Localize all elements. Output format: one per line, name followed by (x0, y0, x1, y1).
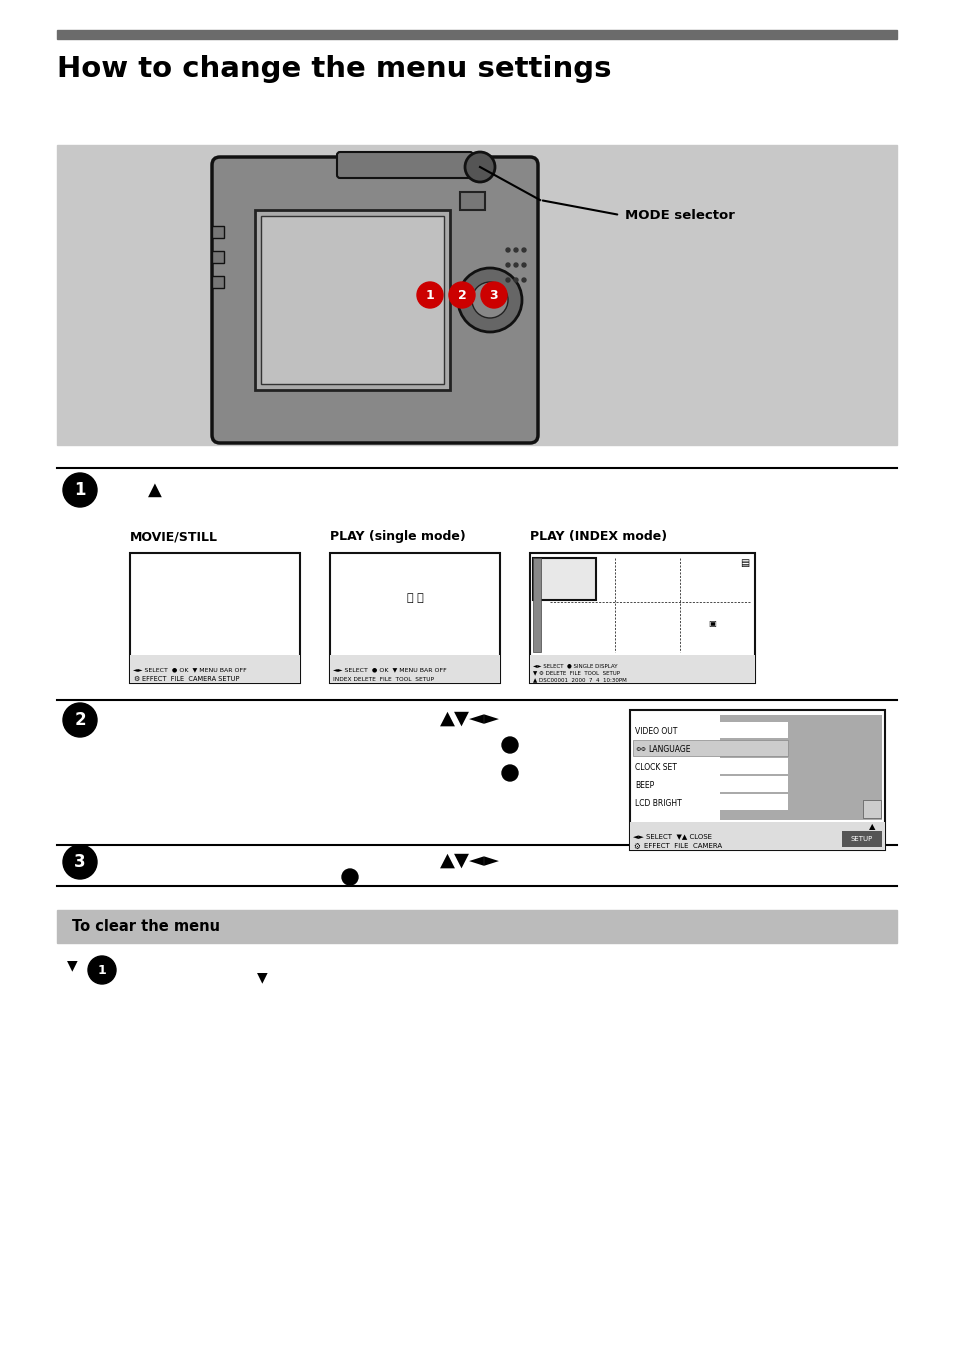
Bar (533, 558, 540, 651)
Text: ⚙⚙: ⚙⚙ (635, 746, 645, 752)
Bar (330, 655, 499, 683)
Text: ◄► SELECT  ▼▲ CLOSE: ◄► SELECT ▼▲ CLOSE (633, 833, 711, 839)
Text: ⚙: ⚙ (132, 676, 139, 683)
Text: CLOCK SET: CLOCK SET (635, 763, 677, 772)
Bar (261, 216, 443, 384)
Bar (130, 554, 299, 683)
Circle shape (63, 845, 97, 879)
Text: ◄► SELECT  ● SINGLE DISPLAY: ◄► SELECT ● SINGLE DISPLAY (533, 664, 617, 669)
Text: ▤: ▤ (740, 558, 748, 569)
Text: LCD BRIGHT: LCD BRIGHT (635, 798, 681, 807)
Text: ▼: ▼ (67, 958, 77, 972)
Text: ▼: ▼ (256, 970, 268, 984)
Bar (633, 776, 787, 792)
Circle shape (514, 263, 517, 267)
Text: ▲: ▲ (868, 822, 874, 832)
Text: EFFECT  FILE  CAMERA: EFFECT FILE CAMERA (643, 843, 721, 849)
Text: 2: 2 (457, 289, 466, 301)
Text: 1: 1 (97, 963, 107, 977)
Text: ⏮ ⏭: ⏮ ⏭ (406, 593, 423, 603)
Text: PLAY (INDEX mode): PLAY (INDEX mode) (530, 531, 666, 543)
Bar (720, 715, 882, 820)
Text: To clear the menu: To clear the menu (71, 919, 220, 934)
Text: PLAY (single mode): PLAY (single mode) (330, 531, 465, 543)
Bar (533, 558, 596, 600)
Circle shape (480, 282, 506, 308)
Text: 2: 2 (74, 711, 86, 729)
Bar (633, 759, 787, 773)
Text: LANGUAGE: LANGUAGE (647, 745, 690, 753)
Text: VIDEO OUT: VIDEO OUT (635, 726, 677, 735)
Circle shape (505, 278, 510, 282)
Text: ⚙: ⚙ (633, 841, 639, 851)
Circle shape (88, 955, 116, 984)
Text: 1: 1 (74, 480, 86, 499)
Bar (254, 210, 450, 389)
Text: 1: 1 (425, 289, 434, 301)
Bar (633, 722, 787, 738)
Text: ,: , (476, 292, 481, 307)
Circle shape (521, 248, 525, 252)
Text: How to change the menu settings: How to change the menu settings (57, 56, 611, 83)
Bar (629, 710, 884, 849)
Text: INDEX DELETE  FILE  TOOL  SETUP: INDEX DELETE FILE TOOL SETUP (333, 677, 434, 681)
Bar (633, 794, 787, 810)
Circle shape (416, 282, 442, 308)
Text: MODE selector: MODE selector (624, 209, 734, 221)
Bar (330, 554, 499, 683)
Text: ▲: ▲ (148, 480, 162, 499)
Circle shape (521, 278, 525, 282)
Text: ▲ DSC00001  2000  7  4  10:30PM: ▲ DSC00001 2000 7 4 10:30PM (533, 677, 626, 683)
FancyBboxPatch shape (212, 157, 537, 442)
Text: EFFECT  FILE  CAMERA SETUP: EFFECT FILE CAMERA SETUP (142, 676, 239, 683)
Text: ,: , (444, 292, 449, 307)
Text: ▲▼◄►: ▲▼◄► (439, 708, 499, 727)
Circle shape (341, 868, 357, 885)
Text: ▲▼◄►: ▲▼◄► (439, 851, 499, 870)
Circle shape (464, 152, 495, 182)
Text: BEEP: BEEP (635, 780, 654, 790)
Bar (212, 275, 224, 288)
Text: ◄► SELECT  ● OK  ▼ MENU BAR OFF: ◄► SELECT ● OK ▼ MENU BAR OFF (132, 668, 247, 673)
Circle shape (63, 474, 97, 508)
FancyBboxPatch shape (336, 152, 473, 178)
Circle shape (505, 263, 510, 267)
Circle shape (514, 248, 517, 252)
Bar (57, 911, 896, 943)
Bar (57, 30, 896, 39)
Text: ▣: ▣ (708, 619, 716, 628)
Bar (212, 227, 224, 237)
Text: ▼ ⚙ DELETE  FILE  TOOL  SETUP: ▼ ⚙ DELETE FILE TOOL SETUP (533, 670, 619, 676)
Bar (530, 655, 754, 683)
Bar (633, 740, 787, 756)
Circle shape (505, 248, 510, 252)
Circle shape (457, 267, 521, 332)
Bar (57, 145, 896, 445)
Circle shape (63, 703, 97, 737)
Bar (530, 554, 754, 683)
Text: MOVIE/STILL: MOVIE/STILL (130, 531, 218, 543)
Circle shape (514, 278, 517, 282)
Circle shape (501, 765, 517, 782)
Bar (629, 822, 884, 849)
Bar (459, 191, 484, 210)
Bar (130, 655, 299, 683)
Circle shape (472, 282, 507, 318)
Text: 3: 3 (489, 289, 497, 301)
Text: SETUP: SETUP (850, 836, 872, 841)
Circle shape (521, 263, 525, 267)
Bar (212, 251, 224, 263)
Circle shape (449, 282, 475, 308)
Bar (862, 801, 880, 818)
Text: ◄► SELECT  ● OK  ▼ MENU BAR OFF: ◄► SELECT ● OK ▼ MENU BAR OFF (333, 668, 446, 673)
Circle shape (501, 737, 517, 753)
Bar (841, 830, 882, 847)
Text: 3: 3 (74, 854, 86, 871)
